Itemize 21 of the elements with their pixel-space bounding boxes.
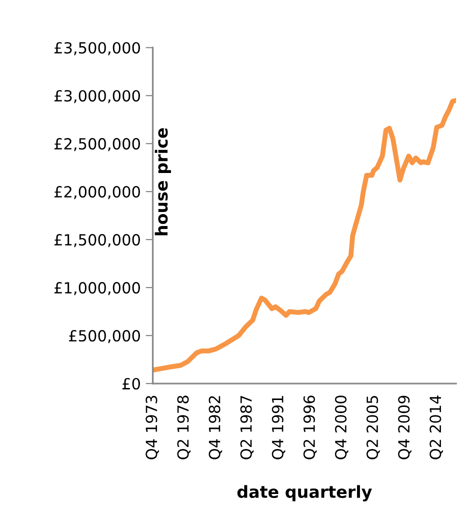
- x-tick-label: Q2 2005: [366, 396, 380, 460]
- x-tick-label: Q4 2009: [398, 396, 412, 460]
- y-tick-label: £1,500,000: [54, 234, 140, 248]
- x-tick-label: Q4 2000: [334, 396, 348, 460]
- y-tick-label: £1,000,000: [54, 282, 140, 296]
- y-tick-label: £500,000: [69, 330, 140, 344]
- y-tick-label: £0: [122, 378, 140, 390]
- x-axis-title: date quarterly: [237, 485, 372, 502]
- line-series: [152, 98, 456, 373]
- x-tick-label: Q2 1987: [240, 396, 254, 460]
- y-axis-title: house price: [154, 128, 171, 236]
- x-tick-label: Q2 1996: [303, 396, 317, 460]
- x-tick-label: Q4 1982: [208, 396, 222, 460]
- x-tick-label: Q2 2014: [430, 395, 443, 460]
- y-tick-label: £2,500,000: [54, 138, 140, 152]
- x-tick-label: Q4 1973: [146, 396, 159, 460]
- x-tick-label: Q4 1991: [272, 396, 286, 460]
- y-tick-label: £3,500,000: [54, 42, 140, 56]
- y-tick-label: £2,000,000: [54, 186, 140, 200]
- x-tick-label: Q2 1978: [177, 396, 191, 460]
- y-tick-label: £3,000,000: [54, 90, 140, 104]
